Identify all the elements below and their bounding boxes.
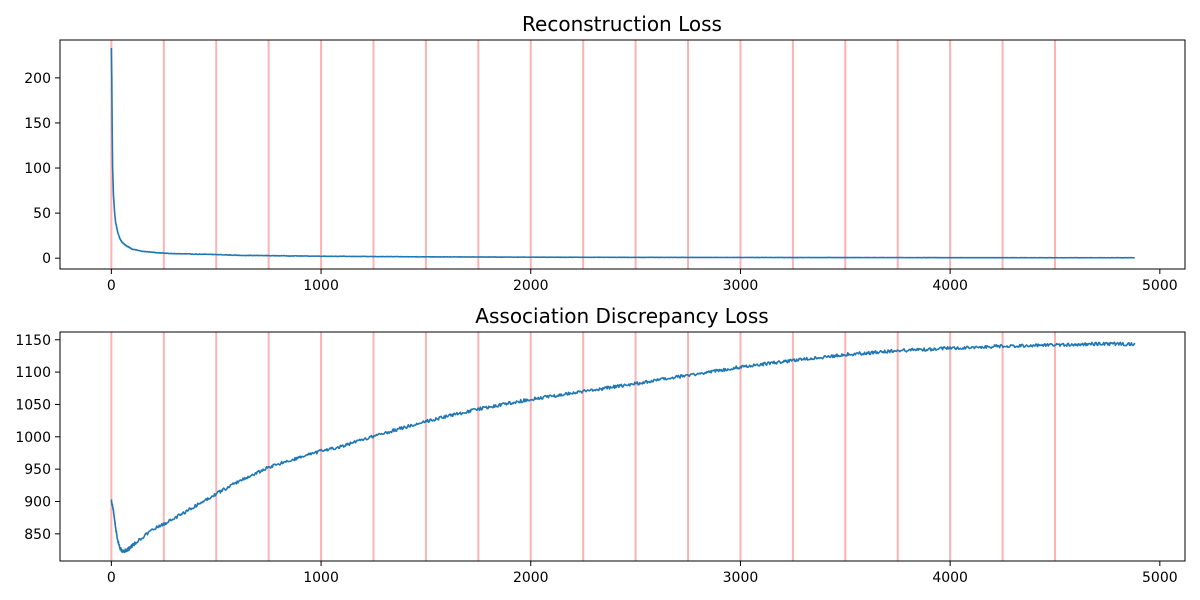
x-tick-label: 5000 xyxy=(1142,278,1178,294)
x-tick-label: 2000 xyxy=(513,278,549,294)
x-tick-label: 1000 xyxy=(303,278,339,294)
reconstruction-loss-panel: Reconstruction Loss 0 1000 2000 3000 4000 500… xyxy=(24,12,1186,294)
chart-title: Association Discrepancy Loss xyxy=(475,304,768,328)
series-line xyxy=(110,341,1136,554)
axes-frame xyxy=(59,331,1186,562)
x-tick-label: 1000 xyxy=(303,570,339,586)
x-tick-label: 4000 xyxy=(932,570,968,586)
y-tick-label: 100 xyxy=(24,161,51,177)
plot-area: 0 1000 2000 3000 4000 5000 850 900 950 1000 1050 11… xyxy=(15,331,1186,586)
series-line xyxy=(110,47,1135,259)
y-tick-label: 50 xyxy=(33,206,51,222)
y-tick-label: 1050 xyxy=(15,397,51,413)
y-tick-label: 1100 xyxy=(15,365,51,381)
chart-title: Reconstruction Loss xyxy=(522,12,722,36)
plot-area: 0 1000 2000 3000 4000 5000 0 50 100 150 200 xyxy=(24,39,1186,294)
y-tick-label: 200 xyxy=(24,71,51,87)
x-tick-label: 3000 xyxy=(723,570,759,586)
x-tick-label: 4000 xyxy=(932,278,968,294)
y-tick-label: 150 xyxy=(24,116,51,132)
association-discrepancy-loss-panel: Association Discrepancy Loss 0 1000 2000 30… xyxy=(15,304,1186,586)
x-tick-label: 5000 xyxy=(1142,570,1178,586)
y-tick-label: 900 xyxy=(24,494,51,510)
x-tick-label: 3000 xyxy=(723,278,759,294)
y-tick-label: 1150 xyxy=(15,333,51,349)
y-tick-label: 0 xyxy=(42,251,51,267)
x-tick-label: 2000 xyxy=(513,570,549,586)
y-tick-label: 950 xyxy=(24,462,51,478)
axes-frame xyxy=(59,39,1186,270)
y-tick-label: 1000 xyxy=(15,430,51,446)
x-tick-label: 0 xyxy=(107,278,116,294)
y-tick-label: 850 xyxy=(24,527,51,543)
x-tick-label: 0 xyxy=(107,570,116,586)
